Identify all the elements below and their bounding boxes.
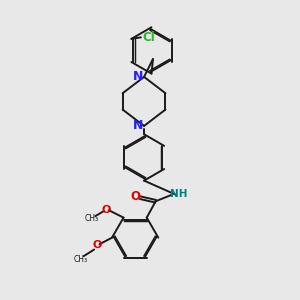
- Text: O: O: [102, 205, 111, 214]
- Text: CH₃: CH₃: [74, 255, 88, 264]
- Text: N: N: [133, 70, 143, 83]
- Text: Cl: Cl: [142, 31, 155, 44]
- Text: CH₃: CH₃: [85, 214, 99, 223]
- Text: NH: NH: [170, 189, 187, 199]
- Text: N: N: [133, 119, 143, 132]
- Text: O: O: [131, 190, 141, 203]
- Text: O: O: [92, 240, 102, 250]
